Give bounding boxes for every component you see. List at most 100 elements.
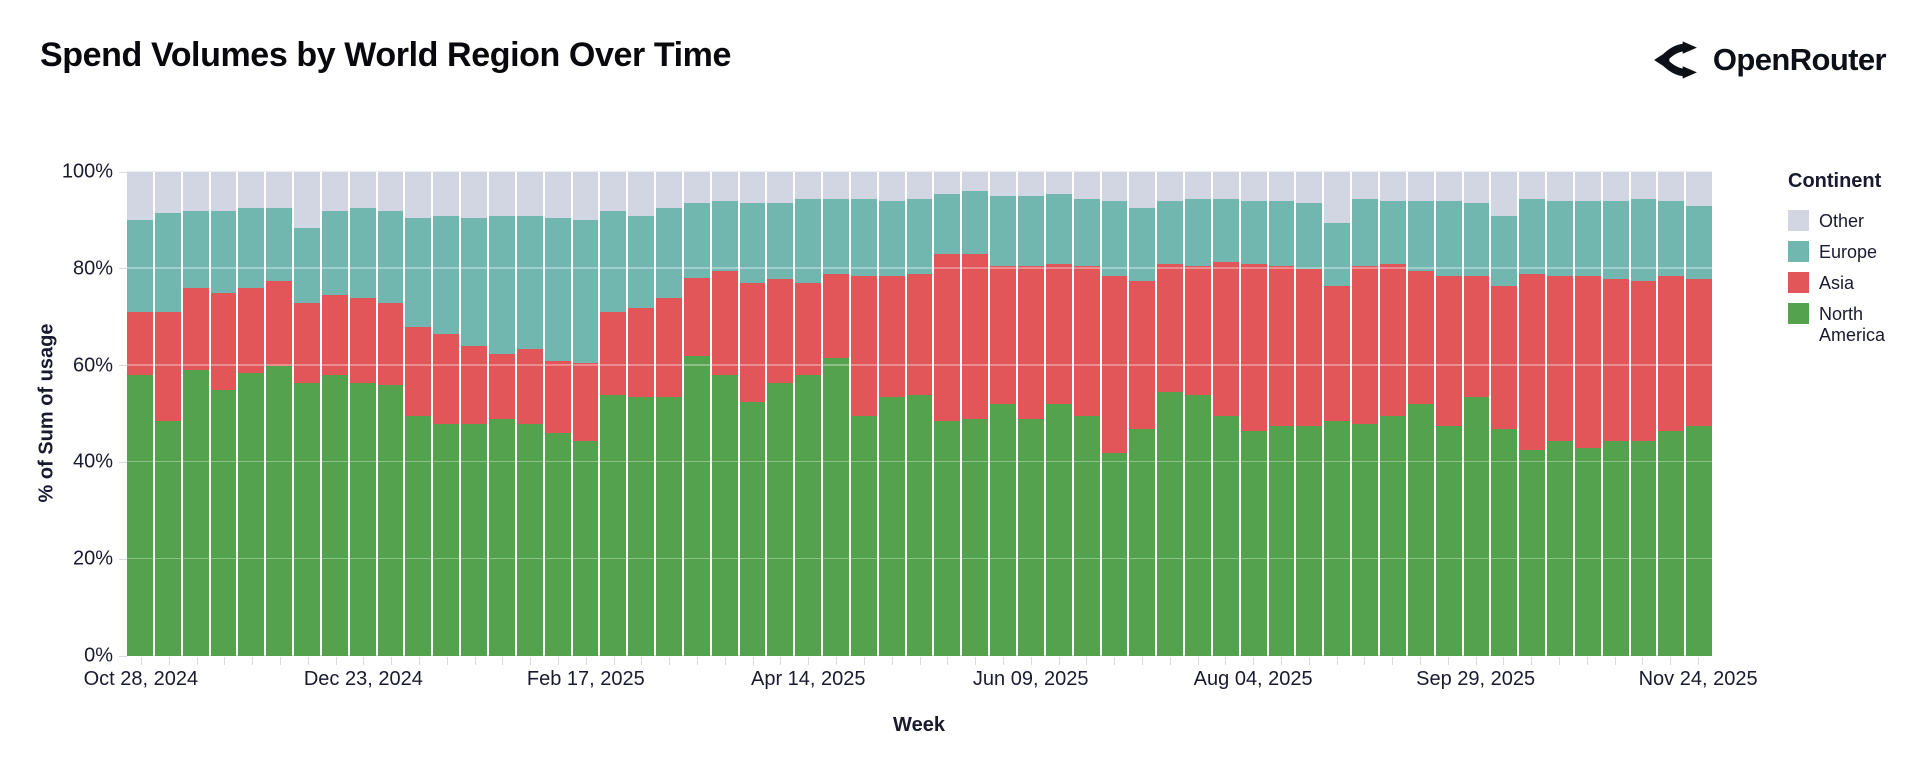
- bar-segment-europe[interactable]: [1407, 201, 1434, 272]
- bar-segment-europe[interactable]: [1101, 201, 1128, 277]
- bar-segment-other[interactable]: [461, 172, 487, 218]
- bar-segment-other[interactable]: [850, 172, 877, 199]
- bar-segment-north-america[interactable]: [377, 384, 404, 656]
- bar-segment-north-america[interactable]: [1547, 440, 1573, 656]
- bar-segment-asia[interactable]: [1379, 263, 1406, 417]
- bar-segment-asia[interactable]: [656, 297, 682, 398]
- bar-week-jun-30,-2025[interactable]: [1101, 172, 1128, 656]
- bar-segment-other[interactable]: [656, 172, 682, 209]
- bar-segment-north-america[interactable]: [154, 421, 181, 656]
- bar-segment-europe[interactable]: [127, 220, 153, 313]
- bar-segment-asia[interactable]: [127, 312, 153, 376]
- bar-segment-other[interactable]: [294, 172, 320, 228]
- bar-segment-other[interactable]: [1018, 172, 1044, 197]
- bar-segment-europe[interactable]: [683, 203, 710, 279]
- bar-segment-north-america[interactable]: [990, 404, 1016, 656]
- bar-segment-other[interactable]: [1296, 172, 1323, 204]
- bar-segment-asia[interactable]: [1240, 263, 1267, 431]
- bar-segment-europe[interactable]: [1296, 203, 1323, 269]
- bar-segment-north-america[interactable]: [656, 397, 682, 656]
- bar-segment-north-america[interactable]: [1296, 426, 1323, 656]
- bar-segment-other[interactable]: [182, 172, 209, 211]
- bar-segment-asia[interactable]: [1352, 266, 1378, 424]
- bar-segment-europe[interactable]: [962, 191, 989, 255]
- legend-item-north-america[interactable]: North America: [1788, 303, 1910, 345]
- bar-segment-north-america[interactable]: [823, 358, 849, 656]
- bar-segment-asia[interactable]: [405, 326, 432, 417]
- bar-segment-europe[interactable]: [544, 218, 571, 361]
- bar-segment-other[interactable]: [1073, 172, 1100, 199]
- bar-segment-north-america[interactable]: [683, 355, 710, 656]
- bar-segment-europe[interactable]: [711, 201, 738, 272]
- bar-segment-europe[interactable]: [1574, 201, 1601, 277]
- bar-segment-north-america[interactable]: [711, 375, 738, 656]
- bar-week-aug-18,-2025[interactable]: [1296, 172, 1323, 656]
- bar-segment-europe[interactable]: [1129, 208, 1156, 281]
- bar-segment-other[interactable]: [1602, 172, 1629, 202]
- bar-week-nov-03,-2025[interactable]: [1602, 172, 1629, 656]
- bar-segment-asia[interactable]: [628, 307, 655, 398]
- bar-week-dec-30,-2024[interactable]: [377, 172, 404, 656]
- bar-week-nov-17,-2025[interactable]: [1658, 172, 1685, 656]
- bar-segment-europe[interactable]: [1602, 201, 1629, 279]
- bar-segment-other[interactable]: [1240, 172, 1267, 202]
- bar-segment-other[interactable]: [739, 172, 766, 204]
- bar-week-mar-03,-2025[interactable]: [628, 172, 655, 656]
- bar-segment-asia[interactable]: [488, 353, 515, 419]
- bar-segment-europe[interactable]: [878, 201, 905, 277]
- bar-segment-asia[interactable]: [294, 302, 320, 383]
- bar-segment-asia[interactable]: [266, 280, 293, 366]
- bar-segment-asia[interactable]: [238, 288, 265, 373]
- bar-week-nov-11,-2024[interactable]: [182, 172, 209, 656]
- bar-segment-europe[interactable]: [433, 215, 460, 335]
- bar-week-sep-15,-2025[interactable]: [1407, 172, 1434, 656]
- bar-week-nov-04,-2024[interactable]: [154, 172, 181, 656]
- legend-item-other[interactable]: Other: [1788, 210, 1910, 231]
- bar-segment-other[interactable]: [962, 172, 989, 192]
- bar-segment-europe[interactable]: [1185, 198, 1211, 267]
- bar-segment-asia[interactable]: [1463, 276, 1490, 398]
- bar-segment-other[interactable]: [1435, 172, 1462, 202]
- bar-week-nov-18,-2024[interactable]: [210, 172, 237, 656]
- bar-week-apr-14,-2025[interactable]: [795, 172, 822, 656]
- bar-segment-europe[interactable]: [628, 215, 655, 308]
- bar-week-jan-06,-2025[interactable]: [405, 172, 432, 656]
- bar-week-mar-31,-2025[interactable]: [739, 172, 766, 656]
- bar-week-apr-07,-2025[interactable]: [767, 172, 794, 656]
- bar-segment-europe[interactable]: [377, 210, 404, 303]
- bar-segment-north-america[interactable]: [962, 418, 989, 656]
- bar-segment-europe[interactable]: [488, 215, 515, 354]
- bar-segment-north-america[interactable]: [906, 394, 933, 656]
- bar-segment-north-america[interactable]: [600, 394, 627, 656]
- bar-segment-europe[interactable]: [405, 218, 432, 327]
- bar-segment-europe[interactable]: [1463, 203, 1490, 277]
- bar-week-sep-08,-2025[interactable]: [1379, 172, 1406, 656]
- bar-segment-north-america[interactable]: [1658, 430, 1685, 656]
- bar-segment-asia[interactable]: [1491, 285, 1518, 429]
- bar-week-nov-25,-2024[interactable]: [238, 172, 265, 656]
- bar-week-aug-25,-2025[interactable]: [1324, 172, 1351, 656]
- bar-segment-other[interactable]: [572, 172, 599, 221]
- bar-segment-other[interactable]: [516, 172, 543, 216]
- bar-segment-asia[interactable]: [878, 276, 905, 398]
- bar-segment-other[interactable]: [1519, 172, 1546, 199]
- bar-week-apr-28,-2025[interactable]: [850, 172, 877, 656]
- bar-segment-north-america[interactable]: [767, 382, 794, 656]
- bar-week-feb-17,-2025[interactable]: [572, 172, 599, 656]
- bar-week-dec-09,-2024[interactable]: [294, 172, 320, 656]
- bar-week-dec-02,-2024[interactable]: [266, 172, 293, 656]
- bar-segment-other[interactable]: [1491, 172, 1518, 216]
- bar-week-jul-21,-2025[interactable]: [1185, 172, 1211, 656]
- bar-segment-north-america[interactable]: [1045, 404, 1072, 656]
- bar-segment-other[interactable]: [1547, 172, 1573, 202]
- bar-segment-other[interactable]: [1268, 172, 1295, 202]
- bar-week-jan-13,-2025[interactable]: [433, 172, 460, 656]
- bar-segment-asia[interactable]: [990, 266, 1016, 405]
- bar-segment-north-america[interactable]: [1519, 450, 1546, 656]
- legend-item-europe[interactable]: Europe: [1788, 241, 1910, 263]
- bar-segment-europe[interactable]: [739, 203, 766, 284]
- bar-segment-asia[interactable]: [1407, 271, 1434, 405]
- bar-segment-europe[interactable]: [1491, 215, 1518, 286]
- bar-segment-europe[interactable]: [1547, 201, 1573, 277]
- bar-week-jun-16,-2025[interactable]: [1045, 172, 1072, 656]
